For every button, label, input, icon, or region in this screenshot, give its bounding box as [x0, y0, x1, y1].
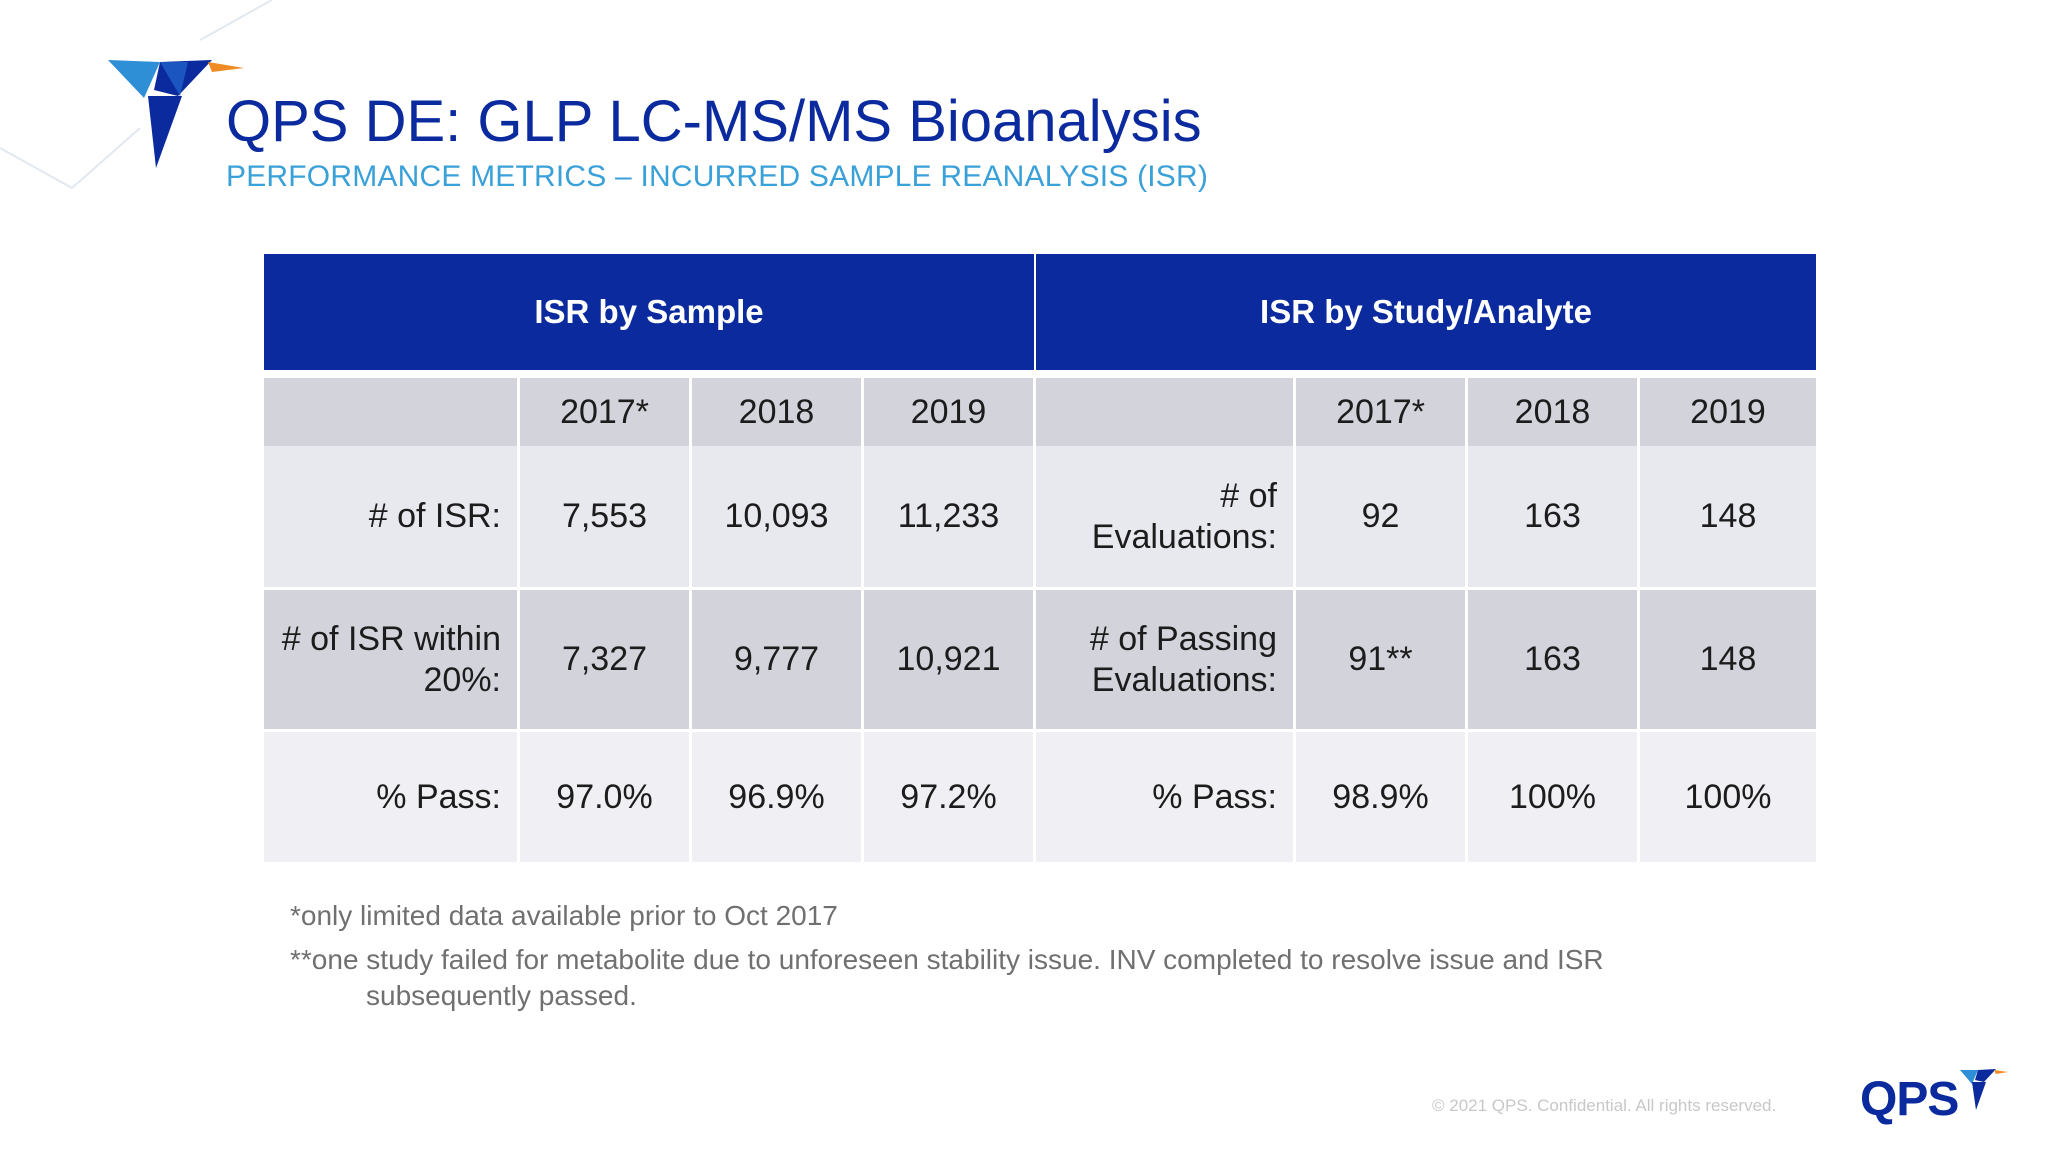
year-header-blank-left [264, 378, 520, 446]
table-cell: 9,777 [692, 590, 864, 732]
year-header-left-2018: 2018 [692, 378, 864, 446]
isr-by-study-header: ISR by Study/Analyte [1036, 254, 1816, 378]
year-header-left-2017: 2017* [520, 378, 692, 446]
table-cell: 163 [1468, 446, 1640, 590]
footnote-study-failed: **one study failed for metabolite due to… [290, 944, 1604, 975]
year-header-right-2018: 2018 [1468, 378, 1640, 446]
brand-logo-text: QPS [1860, 1073, 1959, 1126]
table-cell: 97.0% [520, 732, 692, 862]
table-cell: 11,233 [864, 446, 1036, 590]
year-header-right-2017: 2017* [1296, 378, 1468, 446]
table-cell: 148 [1640, 446, 1816, 590]
row-label-num-evaluations: # of Evaluations: [1036, 446, 1296, 590]
row-label-pass-left: % Pass: [264, 732, 520, 862]
table-cell: 7,327 [520, 590, 692, 732]
year-header-blank-right [1036, 378, 1296, 446]
isr-by-sample-header: ISR by Sample [264, 254, 1036, 378]
row-label-text: # of Passing Evaluations: [1089, 619, 1277, 699]
row-label-text: # of Evaluations: [1091, 476, 1277, 556]
table-cell: 97.2% [864, 732, 1036, 862]
table-cell: 100% [1640, 732, 1816, 862]
table-cell: 100% [1468, 732, 1640, 862]
table-cell: 92 [1296, 446, 1468, 590]
row-label-text: % Pass: [1152, 777, 1277, 816]
row-label-num-isr-within-20: # of ISR within 20%: [264, 590, 520, 732]
hummingbird-icon [1960, 1069, 2008, 1110]
page-title: QPS DE: GLP LC-MS/MS Bioanalysis [226, 89, 1202, 154]
table-cell: 96.9% [692, 732, 864, 862]
table-cell: 91** [1296, 590, 1468, 732]
row-label-text: % Pass: [376, 777, 501, 816]
table-cell: 148 [1640, 590, 1816, 732]
isr-metrics-table: ISR by Sample ISR by Study/Analyte 2017*… [264, 254, 1816, 862]
year-header-left-2019: 2019 [864, 378, 1036, 446]
table-cell: 98.9% [1296, 732, 1468, 862]
row-label-num-passing-evaluations: # of Passing Evaluations: [1036, 590, 1296, 732]
copyright-notice: © 2021 QPS. Confidential. All rights res… [1432, 1096, 1777, 1115]
row-label-num-isr: # of ISR: [264, 446, 520, 590]
row-label-text: # of ISR: [368, 497, 501, 535]
footnote-limited-data: *only limited data available prior to Oc… [290, 900, 838, 931]
decorative-lines [0, 0, 273, 189]
footnote-study-failed-cont: subsequently passed. [366, 980, 637, 1011]
table-cell: 10,921 [864, 590, 1036, 732]
page-subtitle: PERFORMANCE METRICS – INCURRED SAMPLE RE… [226, 160, 1209, 193]
table-cell: 7,553 [520, 446, 692, 590]
row-label-pass-right: % Pass: [1036, 732, 1296, 862]
hummingbird-logo-icon [108, 60, 244, 168]
year-header-right-2019: 2019 [1640, 378, 1816, 446]
table-cell: 163 [1468, 590, 1640, 732]
row-label-text: # of ISR within 20%: [281, 619, 501, 699]
table-cell: 10,093 [692, 446, 864, 590]
